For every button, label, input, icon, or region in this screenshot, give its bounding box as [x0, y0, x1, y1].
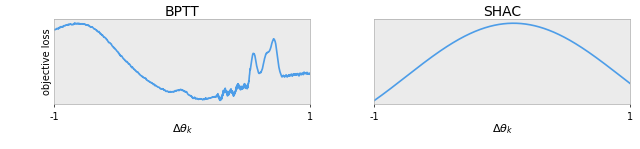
Y-axis label: objective loss: objective loss [42, 28, 52, 95]
X-axis label: $\Delta\theta_k$: $\Delta\theta_k$ [492, 122, 513, 136]
Title: SHAC: SHAC [483, 5, 522, 19]
X-axis label: $\Delta\theta_k$: $\Delta\theta_k$ [172, 122, 193, 136]
Title: BPTT: BPTT [165, 5, 200, 19]
